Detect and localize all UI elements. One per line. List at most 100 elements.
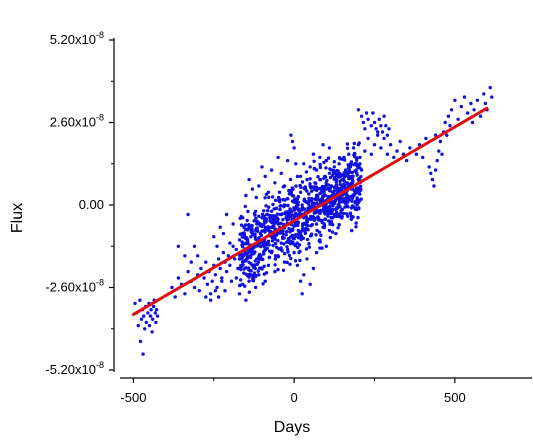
data-point bbox=[282, 260, 287, 264]
data-point bbox=[319, 186, 323, 190]
data-point bbox=[324, 207, 328, 211]
data-point bbox=[262, 272, 266, 276]
data-point bbox=[270, 195, 275, 199]
data-point bbox=[315, 228, 319, 233]
data-point bbox=[335, 187, 339, 191]
data-point bbox=[246, 209, 250, 214]
data-point bbox=[246, 240, 250, 244]
data-point bbox=[255, 222, 259, 226]
data-point bbox=[320, 220, 324, 225]
data-point bbox=[307, 192, 311, 196]
data-point bbox=[296, 194, 300, 199]
x-axis-title: Days bbox=[274, 419, 310, 436]
data-point bbox=[338, 182, 342, 186]
data-point bbox=[271, 220, 275, 224]
data-point bbox=[325, 178, 329, 183]
data-point bbox=[148, 314, 153, 318]
data-point bbox=[292, 207, 297, 211]
data-point bbox=[298, 232, 302, 236]
data-point bbox=[265, 246, 269, 250]
data-point bbox=[435, 158, 439, 163]
data-point bbox=[404, 158, 409, 163]
data-point bbox=[273, 269, 277, 274]
data-point bbox=[295, 234, 299, 238]
data-point bbox=[287, 240, 292, 244]
data-point bbox=[254, 216, 258, 221]
data-point bbox=[251, 232, 255, 237]
data-point bbox=[293, 243, 298, 248]
data-point bbox=[253, 234, 257, 239]
data-point bbox=[204, 260, 208, 264]
data-point bbox=[384, 124, 388, 128]
data-point bbox=[328, 204, 332, 209]
data-point bbox=[316, 175, 320, 179]
data-point bbox=[294, 197, 299, 202]
data-point bbox=[273, 241, 278, 246]
data-point bbox=[196, 254, 200, 258]
data-point bbox=[215, 244, 219, 248]
data-point bbox=[427, 165, 431, 169]
data-point bbox=[462, 95, 467, 99]
data-point bbox=[329, 168, 334, 172]
data-point bbox=[249, 253, 253, 258]
data-point bbox=[260, 229, 264, 233]
data-point bbox=[197, 289, 201, 293]
data-point bbox=[472, 108, 476, 112]
data-point bbox=[340, 207, 344, 212]
data-point bbox=[364, 111, 369, 115]
y-tick-label: 0.00 bbox=[79, 197, 104, 212]
data-point bbox=[338, 200, 342, 204]
data-point bbox=[353, 155, 357, 159]
data-point bbox=[371, 111, 375, 115]
data-point bbox=[338, 205, 342, 209]
data-point bbox=[470, 120, 475, 125]
data-point bbox=[154, 308, 159, 312]
data-point bbox=[349, 214, 354, 219]
data-point bbox=[379, 146, 383, 150]
data-point bbox=[281, 268, 286, 272]
data-point bbox=[210, 279, 214, 283]
data-point bbox=[275, 219, 280, 224]
data-point bbox=[355, 196, 359, 200]
data-point bbox=[429, 171, 433, 175]
data-point bbox=[345, 193, 349, 197]
data-point bbox=[302, 186, 306, 190]
data-point bbox=[286, 203, 290, 208]
data-point bbox=[261, 257, 265, 262]
data-point bbox=[482, 92, 486, 96]
y-tick-mantissa: 2.60x10 bbox=[50, 115, 96, 130]
data-point bbox=[279, 204, 283, 208]
data-point bbox=[311, 152, 316, 156]
data-point bbox=[253, 250, 257, 254]
data-point bbox=[408, 146, 412, 150]
data-point bbox=[379, 124, 383, 128]
data-point bbox=[392, 155, 396, 160]
data-point bbox=[150, 330, 154, 334]
data-point bbox=[239, 267, 243, 272]
data-point bbox=[228, 241, 232, 245]
data-point bbox=[305, 237, 310, 242]
data-point bbox=[358, 187, 363, 191]
tick-labels: 5.20x10-82.60x10-80.00-2.60x10-8-5.20x10… bbox=[45, 30, 465, 405]
y-tick-label: -5.20x10-8 bbox=[45, 360, 104, 377]
data-point bbox=[358, 184, 363, 189]
data-point bbox=[139, 317, 144, 321]
data-point bbox=[293, 259, 298, 263]
data-point bbox=[335, 173, 339, 177]
data-point bbox=[238, 216, 242, 221]
data-point bbox=[269, 168, 274, 172]
data-point bbox=[252, 211, 257, 216]
data-point bbox=[267, 255, 272, 259]
data-point bbox=[342, 197, 346, 201]
data-point bbox=[277, 247, 281, 251]
data-point bbox=[466, 111, 470, 115]
data-point bbox=[284, 229, 289, 234]
data-point bbox=[308, 282, 312, 286]
data-point bbox=[176, 276, 181, 280]
data-point bbox=[330, 190, 335, 194]
data-point bbox=[317, 211, 321, 215]
data-point bbox=[347, 168, 351, 173]
data-point bbox=[226, 254, 230, 258]
data-point bbox=[281, 232, 285, 236]
data-point bbox=[449, 108, 454, 112]
